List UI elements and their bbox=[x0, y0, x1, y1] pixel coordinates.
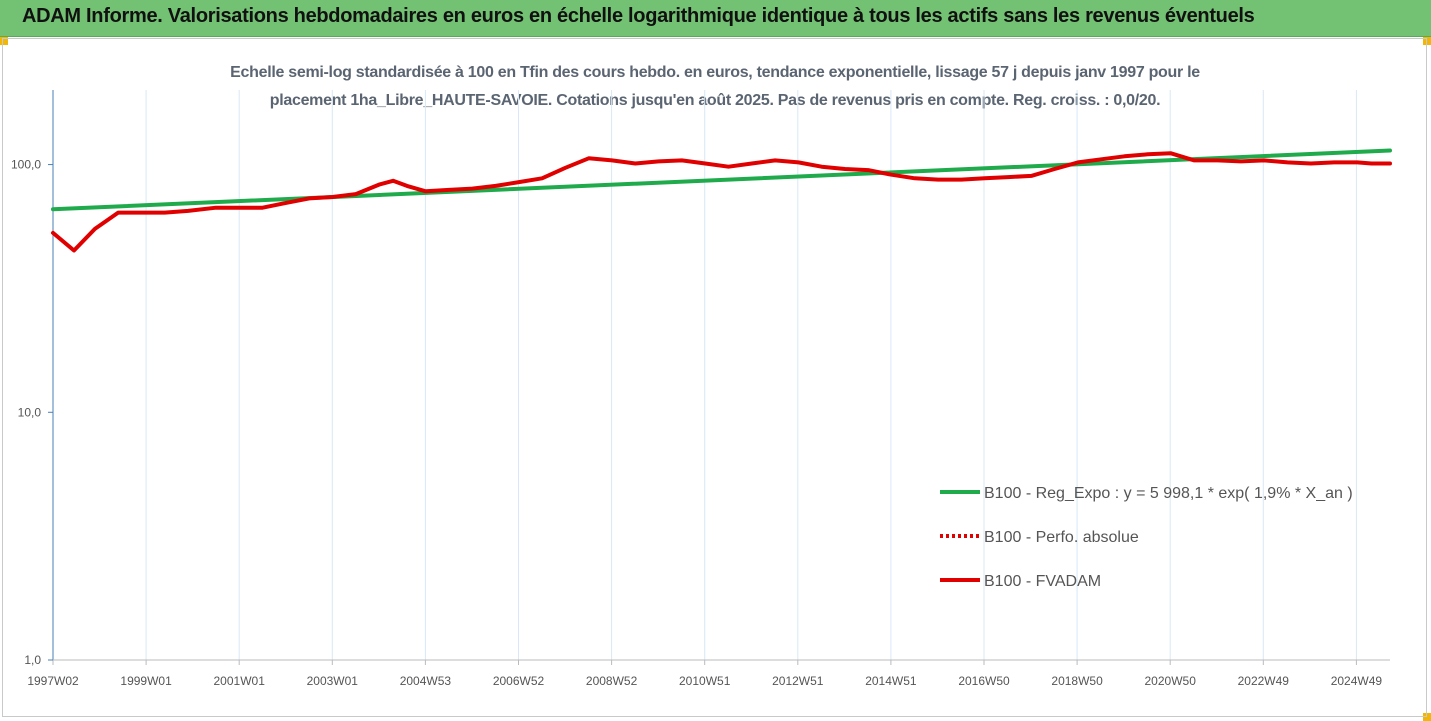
x-tick-label: 2012W51 bbox=[772, 674, 824, 688]
legend-label-3: B100 - FVADAM bbox=[984, 573, 1101, 590]
corner-marker-bottom-right bbox=[1423, 713, 1431, 721]
report-title: ADAM Informe. Valorisations hebdomadaire… bbox=[22, 5, 1255, 27]
chart-frame bbox=[2, 38, 1427, 717]
chart-subtitle-line-2: placement 1ha_Libre_HAUTE-SAVOIE. Cotati… bbox=[269, 92, 1161, 109]
x-tick-label: 2014W51 bbox=[865, 674, 917, 688]
corner-marker-top-right bbox=[1423, 37, 1431, 45]
corner-marker-top-left bbox=[0, 37, 8, 45]
chart-subtitle-line-1: Echelle semi-log standardisée à 100 en T… bbox=[230, 64, 1200, 81]
y-tick-label: 10,0 bbox=[18, 405, 42, 419]
x-tick-label: 2016W50 bbox=[958, 674, 1010, 688]
title-banner: ADAM Informe. Valorisations hebdomadaire… bbox=[0, 0, 1431, 37]
x-tick-label: 1999W01 bbox=[120, 674, 172, 688]
series-line-1 bbox=[51, 148, 1392, 212]
x-tick-label: 2004W53 bbox=[400, 674, 452, 688]
x-tick-label: 2022W49 bbox=[1238, 674, 1290, 688]
x-tick-label: 2001W01 bbox=[214, 674, 266, 688]
x-tick-label: 1997W02 bbox=[27, 674, 79, 688]
legend-label-1: B100 - Reg_Expo : y = 5 998,1 * exp( 1,9… bbox=[984, 485, 1353, 502]
x-tick-label: 2018W50 bbox=[1051, 674, 1103, 688]
y-tick-label: 100,0 bbox=[11, 158, 41, 172]
x-tick-label: 2003W01 bbox=[307, 674, 359, 688]
x-tick-label: 2008W52 bbox=[586, 674, 638, 688]
legend-label-2: B100 - Perfo. absolue bbox=[984, 529, 1139, 546]
x-tick-label: 2024W49 bbox=[1331, 674, 1383, 688]
x-tick-label: 2010W51 bbox=[679, 674, 731, 688]
x-tick-label: 2020W50 bbox=[1145, 674, 1197, 688]
y-tick-label: 1,0 bbox=[24, 653, 41, 667]
series-line-3 bbox=[51, 151, 1392, 253]
x-tick-label: 2006W52 bbox=[493, 674, 545, 688]
